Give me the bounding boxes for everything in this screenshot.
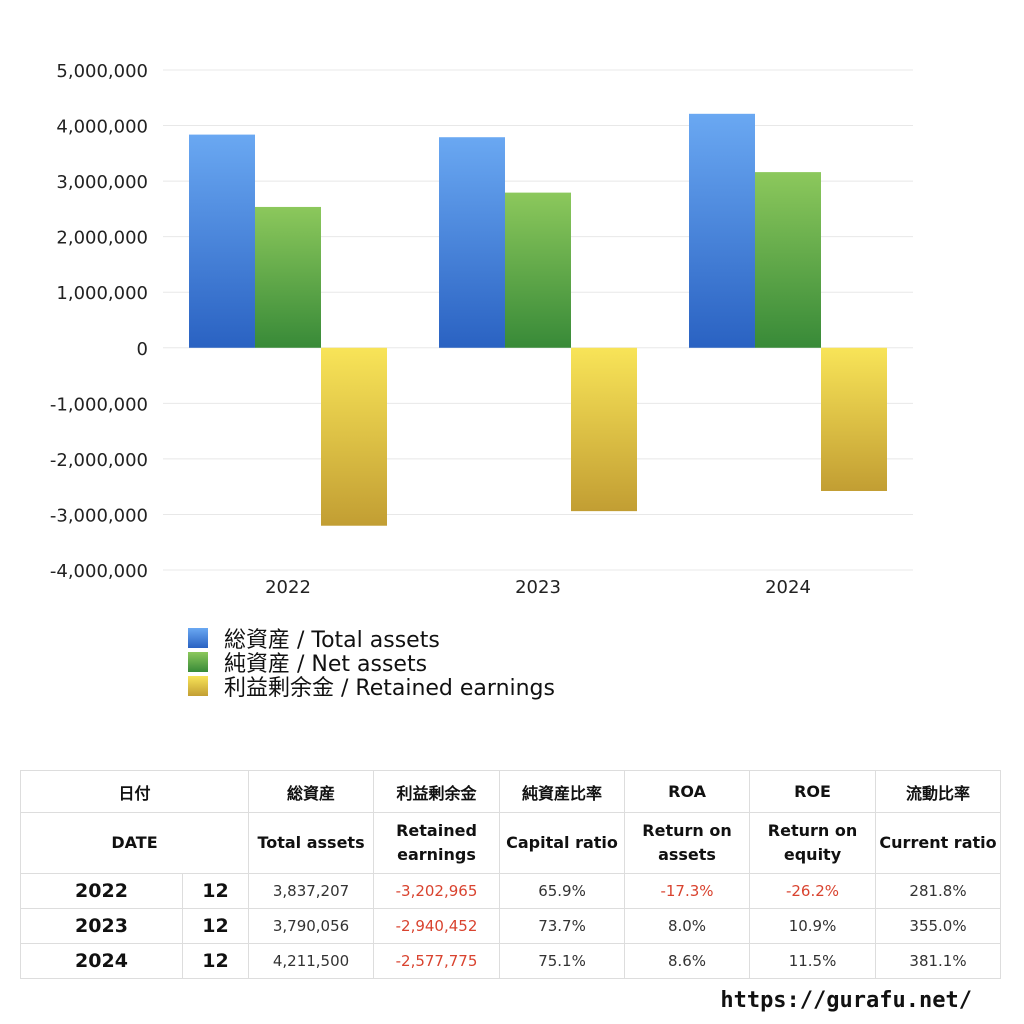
y-tick-label: 5,000,000 — [56, 61, 148, 82]
header-retained-earnings-en-text: Retained earnings — [396, 821, 477, 864]
row-month: 12 — [181, 908, 250, 944]
row-roa: 8.0% — [624, 908, 751, 944]
y-tick-label: -3,000,000 — [50, 505, 148, 526]
row-current-ratio: 355.0% — [875, 908, 1002, 944]
bar-2022-series-2 — [321, 347, 387, 526]
row-current-ratio: 381.1% — [875, 943, 1002, 979]
y-axis: 5,000,000 4,000,000 3,000,000 2,000,000 1,00… — [50, 61, 148, 582]
header-current-ratio-en: Current ratio — [875, 812, 1002, 874]
header-roa-jp: ROA — [624, 770, 751, 813]
row-current-ratio: 281.8% — [875, 873, 1002, 909]
financial-table: 日付 総資産 利益剰余金 純資産比率 ROA ROE 流動比率 DATE Tot… — [19, 770, 1002, 979]
row-retained-earnings: -3,202,965 — [373, 873, 501, 909]
row-year: 2024 — [20, 943, 183, 979]
header-roa-en-text: Return on assets — [642, 821, 732, 864]
bar-2024-series-2 — [821, 347, 887, 491]
y-tick-label: 3,000,000 — [56, 172, 148, 193]
row-total-assets: 3,790,056 — [248, 908, 375, 944]
bars — [189, 113, 887, 526]
table-row: 2022 12 3,837,207 -3,202,965 65.9% -17.3… — [20, 873, 1002, 909]
bar-2023-series-0 — [439, 137, 505, 348]
bar-2024-series-0 — [689, 113, 755, 348]
x-tick-label: 2023 — [515, 577, 561, 598]
table-header-row-en: DATE Total assets Retained earnings Capi… — [19, 812, 1002, 874]
bar-2022-series-1 — [255, 206, 321, 348]
y-tick-label: -1,000,000 — [50, 394, 148, 415]
header-total-assets-en: Total assets — [248, 812, 375, 874]
bar-2023-series-2 — [571, 347, 637, 512]
x-axis: 2022 2023 2024 — [265, 577, 811, 598]
header-date-en: DATE — [19, 812, 250, 874]
bar-chart: 5,000,000 4,000,000 3,000,000 2,000,000 1,00… — [50, 61, 913, 598]
row-capital-ratio: 73.7% — [499, 908, 626, 944]
y-tick-label: -2,000,000 — [50, 450, 148, 471]
legend-item-total-assets: 総資産 / Total assets — [188, 626, 555, 653]
row-retained-earnings: -2,577,775 — [373, 943, 501, 979]
y-tick-label: 2,000,000 — [56, 228, 148, 249]
site-watermark: https://gurafu.net/ — [720, 988, 972, 1013]
row-capital-ratio: 75.1% — [499, 943, 626, 979]
row-retained-earnings: -2,940,452 — [373, 908, 501, 944]
y-tick-label: 1,000,000 — [56, 283, 148, 304]
row-capital-ratio: 65.9% — [499, 873, 626, 909]
y-tick-label: -4,000,000 — [50, 561, 148, 582]
header-retained-earnings-en: Retained earnings — [373, 812, 501, 874]
header-roe-jp: ROE — [749, 770, 877, 813]
x-tick-label: 2022 — [265, 577, 311, 598]
legend-item-net-assets: 純資産 / Net assets — [188, 650, 555, 677]
row-year: 2022 — [20, 873, 183, 909]
legend-label-total-assets: 総資産 / Total assets — [224, 628, 440, 653]
header-total-assets-jp: 総資産 — [248, 770, 375, 813]
row-month: 12 — [181, 943, 250, 979]
y-tick-label: 0 — [137, 339, 148, 360]
row-roe: 11.5% — [749, 943, 877, 979]
row-total-assets: 3,837,207 — [248, 873, 375, 909]
row-year: 2023 — [20, 908, 183, 944]
header-roa-en: Return on assets — [624, 812, 751, 874]
row-roe: -26.2% — [749, 873, 877, 909]
legend-label-net-assets: 純資産 / Net assets — [224, 652, 428, 677]
legend-label-retained-earnings: 利益剰余金 / Retained earnings — [224, 676, 555, 701]
legend-item-retained-earnings: 利益剰余金 / Retained earnings — [188, 674, 555, 701]
header-date-jp: 日付 — [19, 770, 250, 813]
row-total-assets: 4,211,500 — [248, 943, 375, 979]
legend-swatch-net-assets — [188, 652, 208, 672]
header-capital-ratio-en: Capital ratio — [499, 812, 626, 874]
bar-2023-series-1 — [505, 192, 571, 348]
row-roa: -17.3% — [624, 873, 751, 909]
row-roe: 10.9% — [749, 908, 877, 944]
y-tick-label: 4,000,000 — [56, 117, 148, 138]
table-row: 2024 12 4,211,500 -2,577,775 75.1% 8.6% … — [20, 943, 1002, 979]
header-capital-ratio-jp: 純資産比率 — [499, 770, 626, 813]
header-retained-earnings-jp: 利益剰余金 — [373, 770, 501, 813]
legend-swatch-total-assets — [188, 628, 208, 648]
table-header-row-jp: 日付 総資産 利益剰余金 純資産比率 ROA ROE 流動比率 — [19, 770, 1002, 813]
header-roe-en: Return on equity — [749, 812, 877, 874]
row-month: 12 — [181, 873, 250, 909]
header-roe-en-text: Return on equity — [767, 821, 858, 864]
bar-2024-series-1 — [755, 172, 821, 348]
row-roa: 8.6% — [624, 943, 751, 979]
x-tick-label: 2024 — [765, 577, 811, 598]
bar-2022-series-0 — [189, 134, 255, 348]
table-row: 2023 12 3,790,056 -2,940,452 73.7% 8.0% … — [20, 908, 1002, 944]
header-current-ratio-jp: 流動比率 — [875, 770, 1002, 813]
legend-swatch-retained-earnings — [188, 676, 208, 696]
legend: 総資産 / Total assets 純資産 / Net assets 利益剰余… — [188, 626, 555, 701]
